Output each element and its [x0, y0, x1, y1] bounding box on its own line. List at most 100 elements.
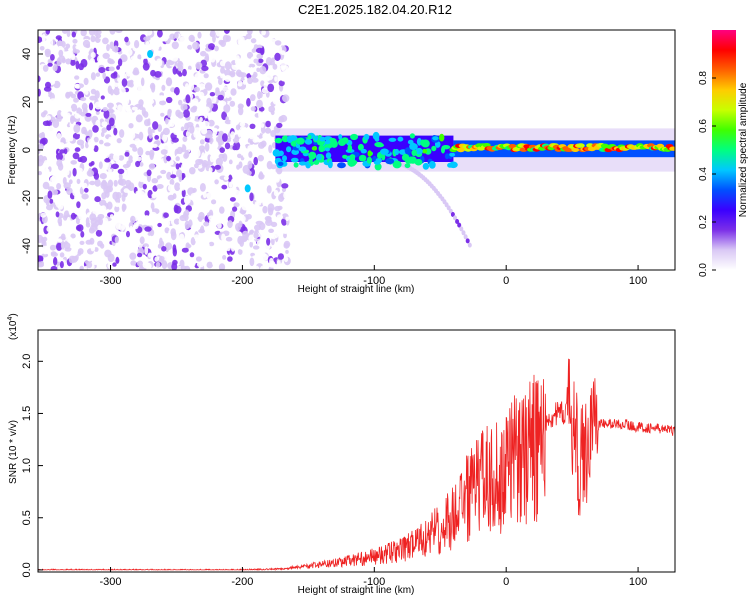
heatmap-cell	[214, 45, 219, 52]
heatmap-cell	[212, 140, 219, 150]
heatmap-cell	[242, 151, 248, 158]
heatmap-cell	[405, 158, 414, 164]
heatmap-cell	[153, 104, 160, 111]
heatmap-cell	[160, 36, 169, 42]
heatmap-cell	[298, 161, 308, 166]
heatmap-cell	[128, 182, 135, 192]
heatmap-cell	[225, 236, 233, 242]
heatmap-cell	[156, 58, 163, 67]
heatmap-cell	[250, 106, 256, 112]
heatmap-cell	[104, 152, 110, 159]
heatmap-cell	[65, 58, 71, 65]
heatmap-cell	[90, 245, 96, 252]
heatmap-cell	[208, 119, 215, 127]
snr-panel: -300 -200 -100 0 100 0.0 0.5 1.0 1.5 2.0 Height …	[7, 313, 676, 596]
heatmap-cell	[220, 73, 226, 79]
heatmap-cell	[40, 212, 47, 218]
heatmap-cell	[273, 189, 279, 197]
heatmap-cell	[428, 161, 436, 169]
heatmap-cell	[65, 91, 71, 99]
heatmap-cell	[38, 260, 44, 267]
x-tick-label: 0	[503, 275, 509, 287]
heatmap-cell	[214, 89, 221, 97]
heatmap-cell	[261, 87, 269, 94]
heatmap-cell	[220, 214, 228, 220]
heatmap-cell	[214, 172, 219, 180]
heatmap-cell	[248, 151, 253, 159]
heatmap-cell	[249, 257, 255, 267]
heatmap-cell	[114, 35, 120, 41]
heatmap-cell	[95, 229, 103, 237]
heatmap-cell	[56, 242, 63, 251]
heatmap-cell	[253, 231, 259, 239]
heatmap-cell	[142, 183, 147, 190]
heatmap-cell	[75, 217, 80, 225]
heatmap-cell	[180, 126, 185, 132]
heatmap-cell	[179, 91, 186, 100]
heatmap-cell	[164, 219, 171, 227]
heatmap-cell	[235, 55, 240, 63]
heatmap-cell	[126, 48, 133, 57]
heatmap-cell	[133, 222, 139, 230]
heatmap-cell	[108, 66, 115, 72]
heatmap-cell	[253, 156, 258, 166]
heatmap-cell	[255, 220, 264, 225]
heatmap-cell	[223, 176, 229, 181]
heatmap-cell	[128, 131, 136, 140]
heatmap-cell	[319, 136, 326, 142]
heatmap-cell	[165, 161, 171, 170]
heatmap-cell	[224, 75, 232, 82]
heatmap-cell	[41, 245, 49, 255]
heatmap-cell	[318, 145, 325, 153]
heatmap-cell	[347, 158, 357, 167]
heatmap-cell	[188, 82, 195, 91]
heatmap-cell	[107, 185, 114, 193]
heatmap-cell	[116, 65, 120, 70]
heatmap-cell	[283, 256, 289, 263]
heatmap-cell	[75, 45, 81, 50]
heatmap-cell	[135, 114, 143, 123]
svg-text:(x104): (x104)	[7, 313, 19, 340]
heatmap-cell	[122, 164, 130, 169]
heatmap-cell	[247, 221, 256, 228]
heatmap-cell	[222, 255, 227, 260]
heatmap-cell	[161, 246, 167, 252]
heatmap-cell	[177, 238, 183, 246]
heatmap-cell	[125, 96, 130, 105]
heatmap-cell	[63, 182, 71, 190]
heatmap-cell	[190, 36, 195, 43]
heatmap-cell	[192, 41, 200, 50]
heatmap-cell	[198, 145, 206, 152]
heatmap-cell	[285, 80, 292, 88]
heatmap-cell	[102, 37, 109, 45]
heatmap-cell	[125, 105, 131, 111]
heatmap-cell	[268, 228, 274, 233]
heatmap-cell	[173, 218, 181, 225]
heatmap-cell	[254, 185, 261, 192]
heatmap-cell	[121, 203, 126, 212]
heatmap-cell	[281, 65, 289, 73]
heatmap-cell	[76, 178, 81, 185]
heatmap-cell	[184, 159, 188, 163]
heatmap-cell	[191, 257, 196, 267]
heatmap-cell	[262, 132, 270, 141]
heatmap-cell	[94, 247, 99, 252]
heatmap-cell	[196, 261, 205, 268]
heatmap-cell	[134, 172, 142, 179]
heatmap-cell	[172, 259, 178, 266]
heatmap-cell	[200, 50, 207, 57]
heatmap-cell	[363, 133, 370, 141]
heatmap-cell	[95, 30, 102, 35]
heatmap-cell	[142, 243, 149, 248]
heatmap-cell	[79, 240, 85, 245]
heatmap-cell	[75, 225, 82, 231]
heatmap-cell	[117, 120, 123, 127]
heatmap-cell	[190, 237, 196, 246]
heatmap-cell	[185, 130, 191, 138]
heatmap-cell	[158, 177, 166, 184]
heatmap-cell	[199, 112, 205, 117]
heatmap-cell	[93, 172, 100, 180]
snr-multiplier-exp: 4	[7, 317, 14, 321]
heatmap-cell	[133, 79, 139, 87]
heatmap-cell	[286, 206, 291, 212]
